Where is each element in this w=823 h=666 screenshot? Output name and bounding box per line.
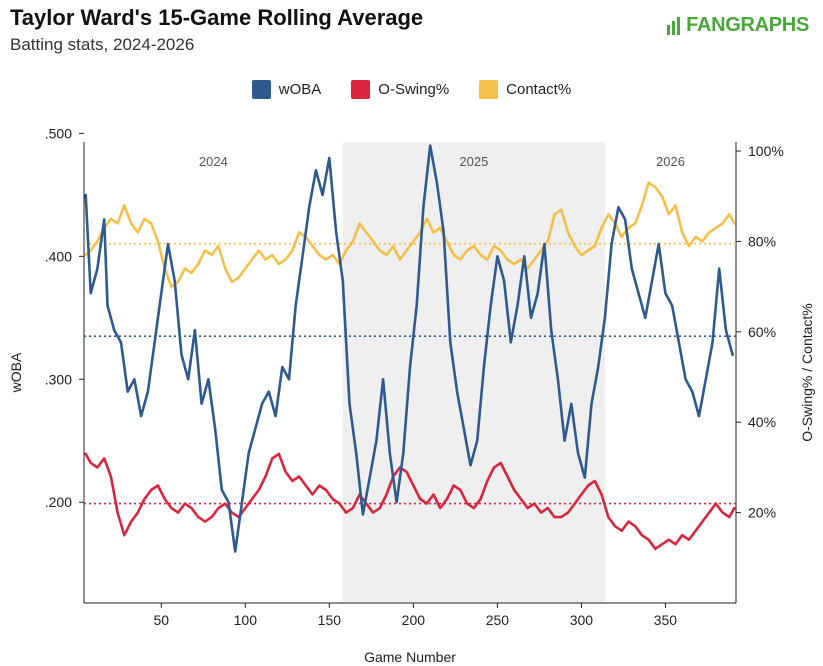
y-right-tick-label: 40% <box>748 414 776 430</box>
season-label-2025: 2025 <box>459 154 488 169</box>
x-tick-label: 300 <box>570 612 594 628</box>
y-left-tick-label: .500 <box>45 125 72 141</box>
x-axis-title: Game Number <box>364 649 456 665</box>
legend-label: wOBA <box>278 81 322 98</box>
x-tick-label: 100 <box>234 612 258 628</box>
series-line-woba <box>84 144 734 553</box>
y-right-tick-label: 60% <box>748 324 776 340</box>
season-shade-2025 <box>342 142 605 603</box>
fangraphs-logo-text: FANGRAPHS <box>686 14 809 36</box>
legend-swatch <box>479 80 499 99</box>
legend-item-woba[interactable]: wOBA <box>251 80 322 99</box>
chart-subtitle: Batting stats, 2024-2026 <box>10 35 195 54</box>
legend-item-oswing[interactable]: O-Swing% <box>351 80 449 99</box>
x-tick-label: 200 <box>402 612 426 628</box>
x-tick-label: 50 <box>154 612 170 628</box>
fangraphs-logo-icon <box>667 16 681 35</box>
y-left-tick-label: .300 <box>45 371 72 387</box>
series-line-oswing <box>84 452 736 551</box>
season-label-2024: 2024 <box>199 154 228 169</box>
y-left-tick-label: .200 <box>45 494 72 510</box>
y-right-tick-label: 100% <box>748 143 784 159</box>
y-left-tick-label: .400 <box>45 248 72 264</box>
x-tick-label: 250 <box>486 612 510 628</box>
y-right-tick-label: 20% <box>748 505 776 521</box>
legend-item-contact[interactable]: Contact% <box>479 80 571 99</box>
legend-swatch <box>351 80 371 99</box>
chart-title: Taylor Ward's 15-Game Rolling Average <box>10 5 424 30</box>
x-tick-label: 150 <box>318 612 342 628</box>
y-axis-right-title: O-Swing% / Contact% <box>799 303 815 442</box>
chart-legend: wOBA O-Swing% Contact% <box>0 80 823 99</box>
season-label-2026: 2026 <box>656 154 685 169</box>
x-tick-label: 350 <box>654 612 678 628</box>
y-axis-left-title: wOBA <box>8 352 24 393</box>
fangraphs-logo[interactable]: FANGRAPHS <box>666 14 809 37</box>
legend-swatch <box>251 80 271 99</box>
legend-label: O-Swing% <box>378 81 450 98</box>
y-right-tick-label: 80% <box>748 233 776 249</box>
legend-label: Contact% <box>506 81 572 98</box>
